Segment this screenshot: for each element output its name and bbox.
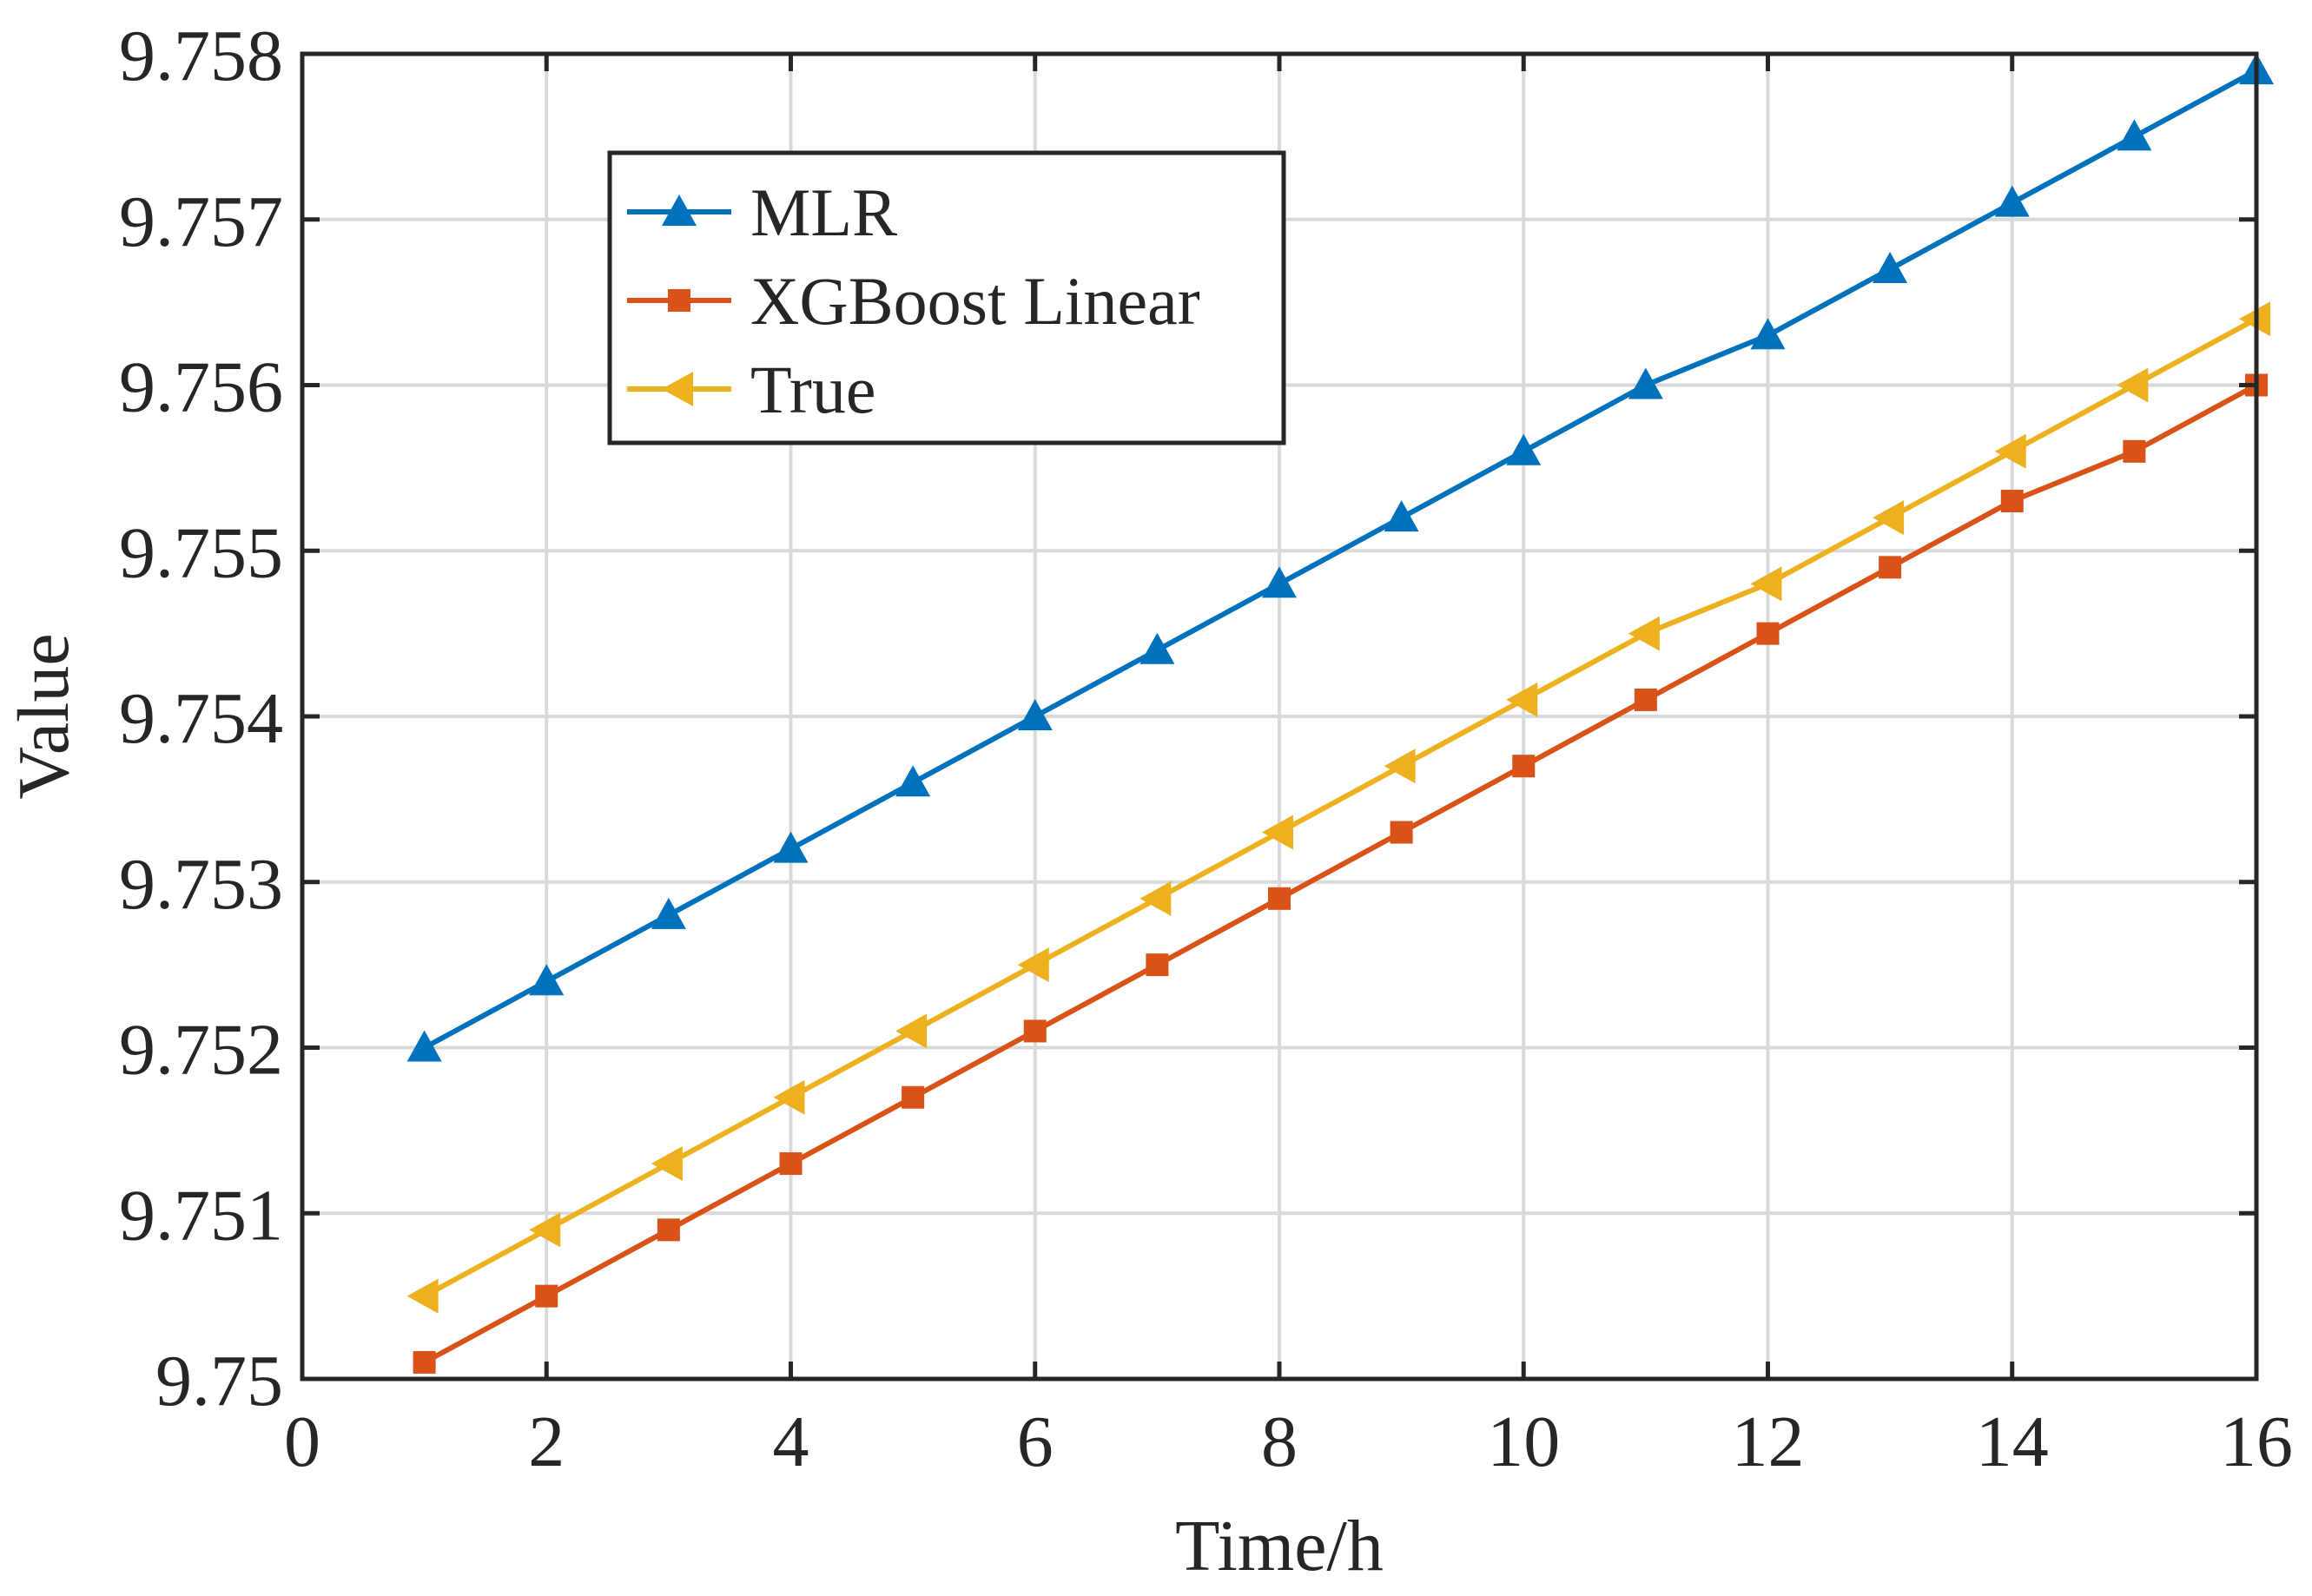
x-tick-label: 14 [1976, 1401, 2049, 1482]
data-point-xgboost-linear [1512, 755, 1536, 778]
x-tick-label: 12 [1732, 1401, 1805, 1482]
data-point-mlr [529, 964, 565, 996]
data-point-mlr [1384, 500, 1419, 532]
data-point-true [1262, 814, 1293, 850]
data-point-xgboost-linear [779, 1152, 803, 1176]
data-point-mlr [1139, 632, 1175, 664]
series-line-xgboost-linear [423, 382, 2258, 1365]
legend-marker-true [662, 372, 693, 406]
data-point-true [1750, 566, 1782, 602]
data-point-xgboost-linear [657, 1218, 680, 1242]
data-point-mlr [773, 831, 809, 863]
data-point-xgboost-linear [1023, 1019, 1047, 1043]
data-point-true [406, 1278, 439, 1314]
ticks: 0 2 4 6 8 10 12 14 16 9.75 9.751 9.752 9.753 9.754 9.7… [119, 16, 2293, 1482]
legend-label-xgboost-linear: XGBoost Linear [750, 263, 1200, 339]
y-axis-title: Value [3, 633, 84, 799]
data-point-true [529, 1212, 561, 1248]
x-tick-label: 4 [773, 1401, 809, 1482]
data-point-true [1017, 947, 1049, 983]
data-point-xgboost-linear [902, 1085, 925, 1109]
legend-label-true: True [750, 352, 876, 427]
legend-entry-mlr: MLR [627, 175, 897, 250]
data-point-xgboost-linear [1879, 556, 1902, 579]
data-point-xgboost-linear [1390, 821, 1413, 844]
series-mlr [406, 53, 2274, 1062]
data-point-mlr [406, 1030, 442, 1062]
data-point-mlr [1262, 566, 1297, 598]
y-tick-label: 9.756 [119, 347, 283, 428]
data-point-true [1384, 749, 1416, 784]
x-tick-label: 8 [1261, 1401, 1298, 1482]
data-point-true [1628, 616, 1660, 651]
x-axis-title: Time/h [1175, 1506, 1384, 1586]
legend-marker-mlr [662, 195, 697, 226]
data-point-xgboost-linear [2000, 490, 2024, 513]
legend: MLR XGBoost Linear True [607, 150, 1286, 445]
x-tick-label: 10 [1487, 1401, 1560, 1482]
data-point-xgboost-linear [1634, 688, 1657, 711]
data-point-xgboost-linear [1756, 622, 1780, 645]
y-tick-label: 9.752 [119, 1010, 283, 1091]
legend-entry-true: True [627, 352, 876, 427]
x-tick-label: 6 [1017, 1401, 1054, 1482]
data-point-mlr [1017, 699, 1053, 730]
data-point-true [1873, 500, 1905, 536]
data-point-xgboost-linear [1268, 887, 1291, 910]
data-point-mlr [2117, 119, 2152, 151]
series-line-true [423, 316, 2258, 1299]
legend-marker-xgboost-linear [668, 289, 690, 312]
data-point-mlr [1994, 185, 2030, 217]
legend-marker-shape [662, 195, 697, 226]
data-point-mlr [1750, 318, 1786, 350]
data-point-true [773, 1079, 805, 1115]
y-tick-label: 9.751 [119, 1175, 283, 1256]
data-point-xgboost-linear [535, 1284, 558, 1308]
series-line-mlr [423, 68, 2258, 1051]
legend-marker-shape [668, 289, 690, 312]
y-tick-label: 9.757 [119, 181, 283, 262]
data-point-mlr [1506, 433, 1542, 465]
legend-marker-shape [662, 372, 693, 406]
data-point-mlr [1628, 367, 1663, 399]
data-point-true [2117, 367, 2149, 403]
x-tick-label: 16 [2220, 1401, 2293, 1482]
legend-entry-xgboost-linear: XGBoost Linear [627, 263, 1200, 339]
y-tick-label: 9.758 [119, 16, 283, 96]
data-point-xgboost-linear [1146, 953, 1169, 977]
y-tick-label: 9.75 [155, 1341, 283, 1421]
y-tick-label: 9.754 [119, 678, 283, 759]
data-point-mlr [895, 765, 931, 797]
y-tick-label: 9.753 [119, 844, 283, 925]
data-point-true [1994, 433, 2026, 469]
y-tick-label: 9.755 [119, 512, 283, 593]
data-point-true [651, 1146, 683, 1182]
data-point-true [1139, 880, 1172, 916]
x-tick-label: 2 [528, 1401, 565, 1482]
data-point-xgboost-linear [2123, 439, 2146, 463]
legend-label-mlr: MLR [750, 175, 897, 250]
data-point-true [1506, 682, 1538, 717]
x-tick-label: 0 [284, 1401, 320, 1482]
data-point-mlr [651, 897, 686, 929]
data-point-true [895, 1013, 928, 1049]
data-point-mlr [1873, 251, 1908, 283]
data-point-xgboost-linear [413, 1350, 436, 1374]
series-xgboost-linear [413, 373, 2268, 1374]
